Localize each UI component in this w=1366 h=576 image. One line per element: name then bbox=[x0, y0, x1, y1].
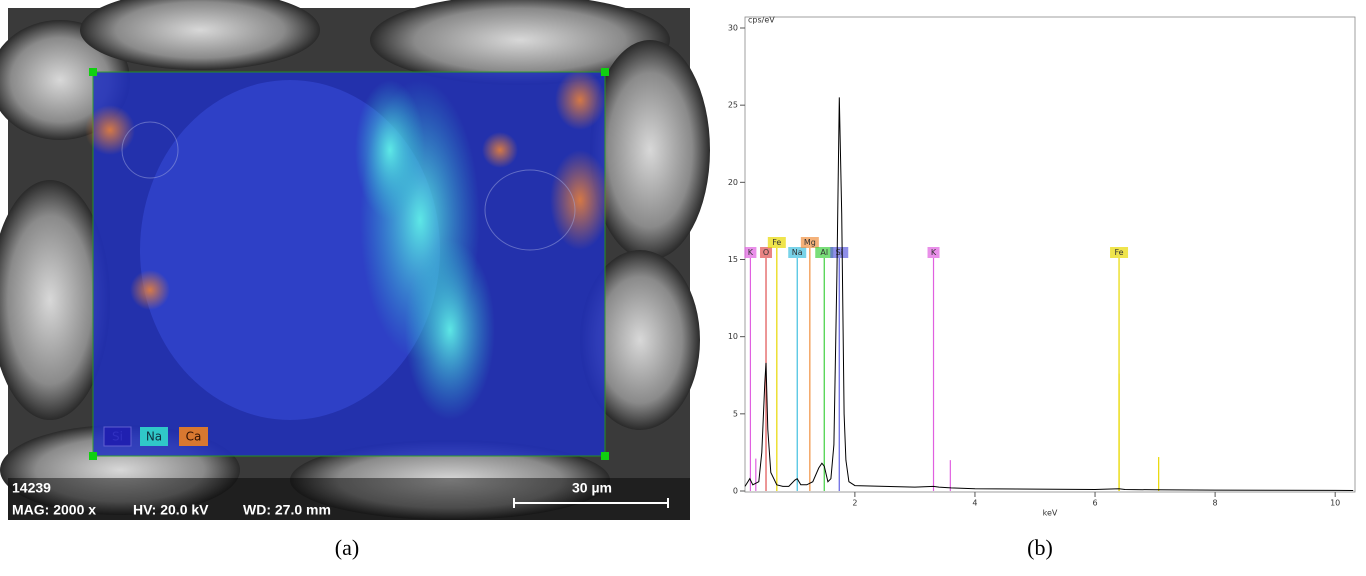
element-label: Mg bbox=[804, 238, 816, 247]
sample-id: 14239 bbox=[12, 480, 51, 496]
element-label-box bbox=[1110, 247, 1129, 258]
scale-bar-label: 30 µm bbox=[572, 480, 612, 496]
element-label-box bbox=[788, 247, 807, 258]
element-label-box bbox=[927, 247, 940, 258]
y-tick-label: 10 bbox=[728, 332, 738, 341]
x-tick-label: 2 bbox=[852, 499, 857, 508]
element-label: Si bbox=[836, 248, 843, 257]
spectrum-line bbox=[744, 97, 1354, 491]
element-label: Fe bbox=[1114, 248, 1123, 257]
y-axis-label: cps/eV bbox=[748, 16, 775, 25]
sem-image: Si Na Ca 14239 MAG: 2000 x HV: 20.0 kV W… bbox=[0, 0, 710, 520]
magnification: MAG: 2000 x bbox=[12, 502, 96, 518]
x-tick-label: 8 bbox=[1213, 499, 1218, 508]
element-label: O bbox=[763, 248, 769, 257]
element-label: Al bbox=[820, 248, 828, 257]
x-tick-label: 6 bbox=[1092, 499, 1097, 508]
element-label: K bbox=[931, 248, 937, 257]
x-axis-label: keV bbox=[1043, 509, 1058, 518]
y-tick-label: 25 bbox=[728, 101, 738, 110]
x-tick-label: 10 bbox=[1330, 499, 1340, 508]
y-tick-label: 15 bbox=[728, 255, 738, 264]
element-label-box bbox=[744, 247, 757, 258]
element-label-box bbox=[830, 247, 849, 258]
element-label-box bbox=[815, 247, 834, 258]
legend-entry: Si bbox=[112, 430, 123, 444]
caption: (a) bbox=[335, 535, 359, 560]
element-label-box bbox=[800, 237, 819, 248]
y-tick-label: 0 bbox=[733, 487, 738, 496]
element-label-box bbox=[767, 237, 786, 248]
caption: (b) bbox=[1027, 535, 1053, 560]
legend-entry: Ca bbox=[186, 430, 202, 444]
x-tick-label: 4 bbox=[972, 499, 977, 508]
element-label: Na bbox=[792, 248, 803, 257]
legend-entry: Na bbox=[146, 430, 162, 444]
y-tick-label: 20 bbox=[728, 178, 738, 187]
element-label: Fe bbox=[772, 238, 781, 247]
voltage: HV: 20.0 kV bbox=[133, 502, 209, 518]
working-distance: WD: 27.0 mm bbox=[243, 502, 331, 518]
y-tick-label: 5 bbox=[733, 409, 738, 418]
element-label-box bbox=[760, 247, 773, 258]
element-label: K bbox=[748, 248, 754, 257]
y-tick-label: 30 bbox=[728, 24, 738, 33]
